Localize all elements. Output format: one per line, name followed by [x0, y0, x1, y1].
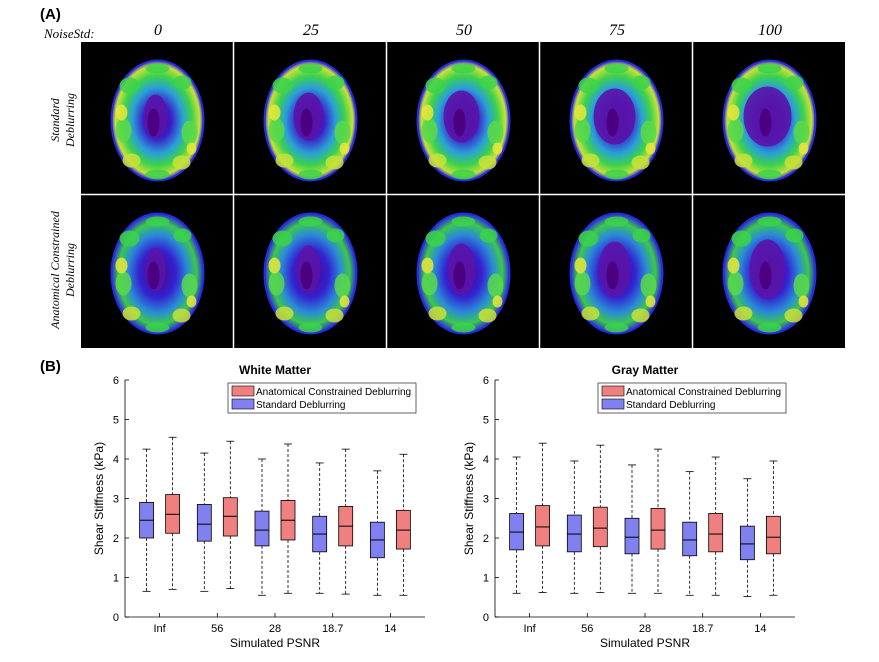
y-tick-label: 0	[113, 612, 119, 624]
noise-level-0: 0	[154, 22, 162, 39]
box-standard	[624, 464, 640, 594]
brain-image	[416, 212, 511, 335]
y-tick-label: 6	[483, 375, 489, 387]
box-standard	[369, 470, 385, 596]
legend-label: Anatomical Constrained Deblurring	[256, 387, 411, 398]
x-axis-label: Simulated PSNR	[230, 636, 320, 650]
box-standard	[254, 458, 270, 596]
panel-a-label: (A)	[40, 6, 61, 23]
y-tick-label: 1	[113, 573, 119, 585]
chart-title: Gray Matter	[612, 363, 679, 377]
y-tick-label: 0	[483, 612, 489, 624]
box-standard	[739, 478, 755, 597]
noise-level-100: 100	[758, 22, 782, 39]
y-tick-label: 4	[483, 454, 489, 466]
box-anatomical	[280, 443, 296, 594]
brain-image	[110, 59, 205, 182]
brain-grid-svg	[81, 42, 845, 348]
y-tick-label: 3	[483, 494, 489, 506]
box-anatomical	[708, 456, 724, 596]
row-label-standard-line2: Deblurring	[63, 93, 77, 147]
x-tick-label: 14	[384, 623, 396, 635]
brain-image	[263, 59, 358, 182]
legend-swatch	[231, 385, 255, 397]
box-anatomical	[765, 460, 781, 596]
brain-image	[263, 212, 358, 335]
box-anatomical	[338, 448, 354, 595]
box-standard	[566, 460, 582, 594]
panel-b-label: (B)	[40, 358, 61, 375]
row-label-anatomical: Anatomical Constrained Deblurring	[48, 190, 78, 350]
brain-image	[110, 212, 205, 335]
legend-swatch	[601, 398, 625, 410]
brain-image-grid	[81, 42, 845, 348]
x-axis-label: Simulated PSNR	[600, 636, 690, 650]
x-tick-label: Inf	[523, 623, 536, 635]
brain-image	[569, 212, 664, 335]
box-anatomical	[592, 444, 608, 593]
brain-image	[722, 59, 817, 182]
y-tick-label: 4	[113, 454, 119, 466]
brain-image	[722, 212, 817, 335]
noise-level-50: 50	[456, 22, 472, 39]
legend-label: Standard Deblurring	[256, 400, 346, 411]
x-tick-label: 56	[211, 623, 223, 635]
y-tick-label: 1	[483, 573, 489, 585]
y-tick-label: 5	[483, 415, 489, 427]
noise-level-75: 75	[609, 22, 625, 39]
x-tick-label: 56	[581, 623, 593, 635]
brain-image	[569, 59, 664, 182]
x-tick-label: 28	[269, 623, 281, 635]
box-standard	[312, 462, 328, 594]
noise-std-label: NoiseStd:	[44, 26, 95, 41]
y-axis-label: Shear Stiffness (kPa)	[92, 442, 106, 555]
brain-image	[416, 59, 511, 182]
x-tick-label: 18.7	[692, 623, 713, 635]
chart-title: White Matter	[239, 363, 311, 377]
box-standard	[139, 448, 155, 592]
row-label-standard: Standard Deblurring	[48, 55, 78, 185]
noise-level-25: 25	[303, 22, 319, 39]
y-axis-label: Shear Stiffness (kPa)	[462, 442, 476, 555]
legend-swatch	[231, 398, 255, 410]
legend-label: Standard Deblurring	[626, 400, 716, 411]
box-standard	[196, 452, 212, 592]
x-tick-label: 28	[639, 623, 651, 635]
box-anatomical	[165, 436, 181, 590]
x-tick-label: 14	[754, 623, 766, 635]
row-label-standard-line1: Standard	[48, 98, 62, 142]
box-anatomical	[650, 448, 666, 594]
y-tick-label: 2	[113, 533, 119, 545]
y-tick-label: 2	[483, 533, 489, 545]
legend-swatch	[601, 385, 625, 397]
row-label-anatomical-line2: Deblurring	[63, 243, 77, 297]
y-tick-label: 5	[113, 415, 119, 427]
box-anatomical	[222, 440, 238, 589]
legend: Anatomical Constrained Deblurring Standar…	[227, 382, 417, 414]
box-standard	[509, 456, 525, 594]
y-tick-label: 6	[113, 375, 119, 387]
x-tick-label: Inf	[153, 623, 166, 635]
box-standard	[682, 471, 698, 596]
legend-label: Anatomical Constrained Deblurring	[626, 387, 781, 398]
box-anatomical	[395, 453, 411, 596]
row-label-anatomical-line1: Anatomical Constrained	[48, 211, 62, 329]
x-tick-label: 18.7	[322, 623, 343, 635]
legend: Anatomical Constrained Deblurring Standar…	[597, 382, 787, 414]
box-anatomical	[535, 442, 551, 593]
y-tick-label: 3	[113, 494, 119, 506]
